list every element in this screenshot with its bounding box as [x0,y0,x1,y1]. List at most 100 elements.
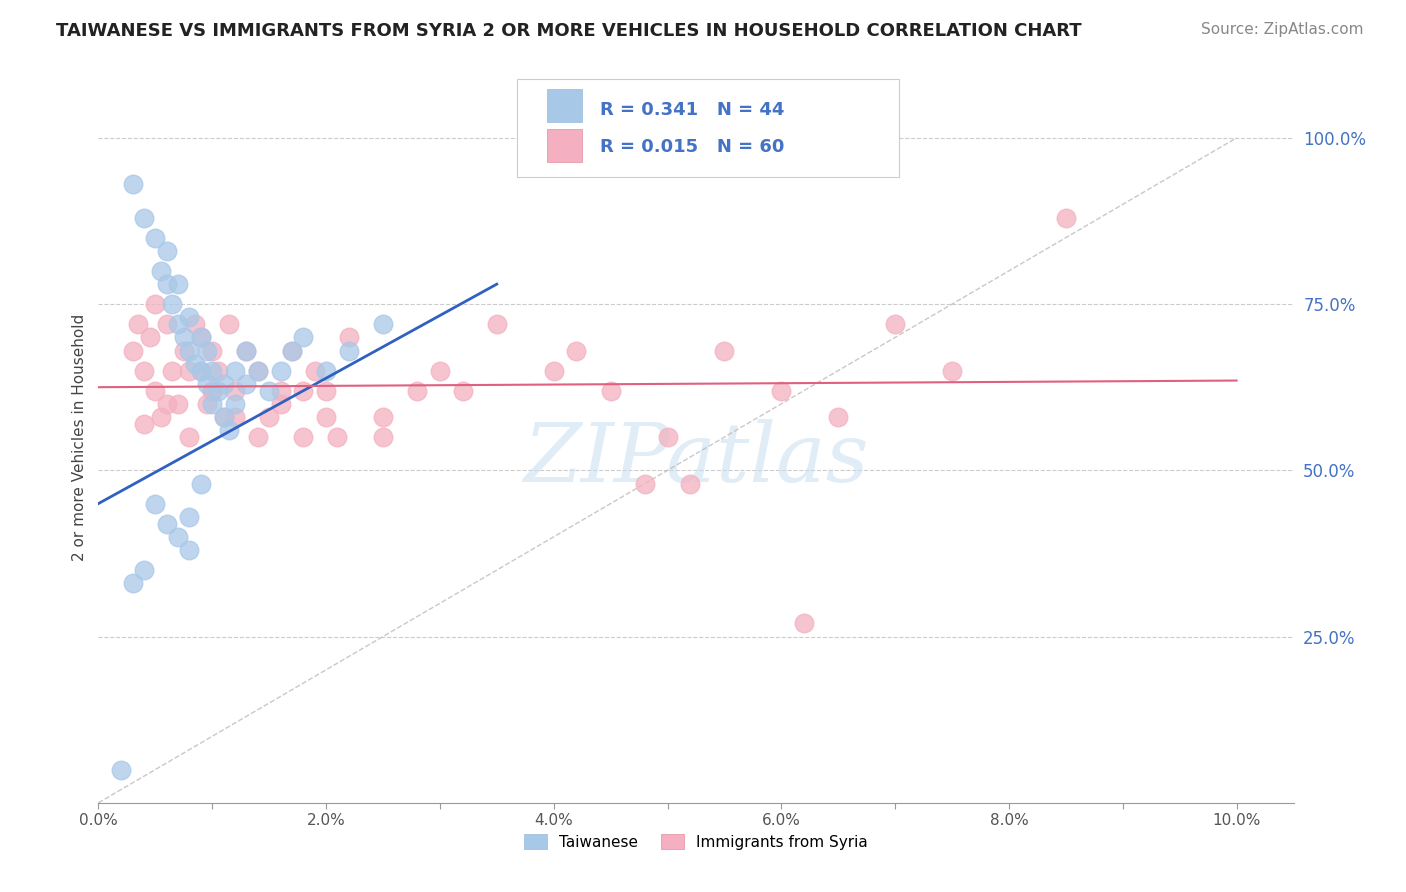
Point [1054,211,1077,225]
Point [132,417,155,431]
Point [713,343,735,358]
Point [190,330,212,344]
Point [121,178,143,192]
Point [270,397,292,411]
Y-axis label: 2 or more Vehicles in Household: 2 or more Vehicles in Household [72,313,87,561]
Legend: Taiwanese, Immigrants from Syria: Taiwanese, Immigrants from Syria [516,826,876,857]
Point [257,384,280,398]
Point [184,357,207,371]
Point [451,384,474,398]
Point [224,397,246,411]
Point [371,410,394,425]
FancyBboxPatch shape [547,89,582,122]
Point [179,430,201,444]
Point [212,410,235,425]
Point [190,476,212,491]
Point [212,376,235,391]
Point [224,410,246,425]
Point [179,509,201,524]
Point [224,384,246,398]
Point [270,384,292,398]
Point [270,363,292,377]
Point [143,384,166,398]
Point [167,530,190,544]
Point [315,363,337,377]
Point [337,330,360,344]
Point [235,343,257,358]
Point [132,211,155,225]
Point [127,317,149,331]
Point [657,430,679,444]
Point [173,330,195,344]
Point [941,363,963,377]
Point [110,763,132,777]
Point [156,244,179,258]
Point [246,430,269,444]
Point [207,384,229,398]
Point [281,343,304,358]
Point [565,343,588,358]
FancyBboxPatch shape [517,78,900,178]
Text: R = 0.341   N = 44: R = 0.341 N = 44 [600,101,785,119]
Point [281,343,304,358]
Point [150,264,173,278]
Point [292,330,315,344]
Point [207,363,229,377]
Point [304,363,326,377]
Point [167,317,190,331]
Point [793,616,815,631]
Point [201,384,224,398]
Point [212,410,235,425]
Point [143,230,166,244]
Point [179,363,201,377]
Point [132,363,155,377]
Point [179,310,201,325]
Point [326,430,349,444]
Point [167,277,190,292]
Point [224,363,246,377]
Point [162,297,184,311]
Text: R = 0.015   N = 60: R = 0.015 N = 60 [600,137,785,155]
Point [121,576,143,591]
Point [337,343,360,358]
Point [173,343,195,358]
Point [235,343,257,358]
Point [156,277,179,292]
FancyBboxPatch shape [547,128,582,161]
Point [371,430,394,444]
Point [599,384,621,398]
Point [156,397,179,411]
Point [770,384,793,398]
Point [190,363,212,377]
Point [201,397,224,411]
Point [162,363,184,377]
Text: ZIPatlas: ZIPatlas [523,419,869,499]
Point [179,343,201,358]
Point [235,376,257,391]
Point [246,363,269,377]
Text: TAIWANESE VS IMMIGRANTS FROM SYRIA 2 OR MORE VEHICLES IN HOUSEHOLD CORRELATION C: TAIWANESE VS IMMIGRANTS FROM SYRIA 2 OR … [56,22,1081,40]
Point [150,410,173,425]
Point [156,317,179,331]
Point [143,497,166,511]
Point [884,317,907,331]
Point [406,384,429,398]
Point [143,297,166,311]
Point [132,563,155,577]
Point [292,430,315,444]
Point [121,343,143,358]
Point [218,317,240,331]
Point [179,543,201,558]
Point [201,363,224,377]
Point [246,363,269,377]
Point [679,476,702,491]
Point [195,343,218,358]
Point [218,424,240,438]
Point [190,363,212,377]
Point [827,410,849,425]
Point [429,363,451,377]
Point [315,384,337,398]
Point [634,476,657,491]
Point [201,384,224,398]
Text: Source: ZipAtlas.com: Source: ZipAtlas.com [1201,22,1364,37]
